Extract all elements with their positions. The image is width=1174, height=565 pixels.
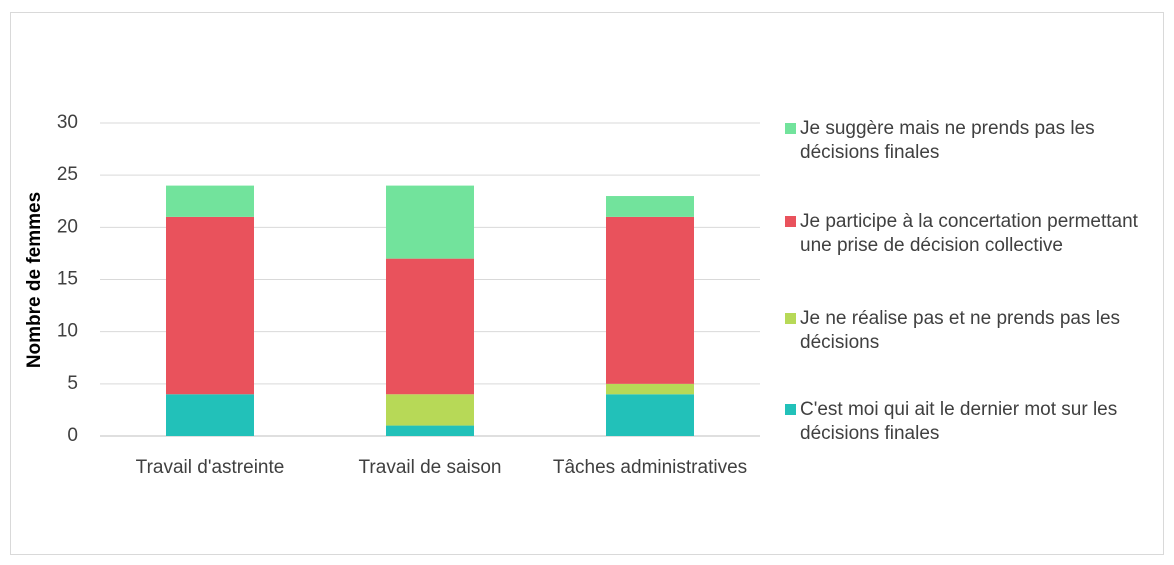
bar-segment — [386, 258, 474, 395]
bar-segment — [606, 216, 694, 384]
legend-item: C'est moi qui ait le dernier mot sur les… — [785, 398, 1155, 446]
bar-segment — [606, 394, 694, 436]
y-axis-label: Nombre de femmes — [24, 192, 45, 368]
y-tick-label: 15 — [57, 269, 78, 290]
legend-label: C'est moi qui ait le dernier mot sur les… — [800, 399, 1118, 444]
bar-segment — [386, 185, 474, 259]
x-tick-label: Travail d'astreinte — [135, 457, 285, 478]
legend-item: Je participe à la concertation permettan… — [785, 210, 1155, 258]
bar-segment — [606, 196, 694, 217]
bar-segment — [606, 383, 694, 395]
legend-swatch — [785, 313, 796, 324]
legend-item: Je suggère mais ne prends pas les décisi… — [785, 117, 1155, 165]
y-tick-label: 25 — [57, 164, 78, 185]
chart-frame — [10, 12, 1164, 555]
legend-label: Je participe à la concertation permettan… — [800, 211, 1138, 256]
bar-segment — [166, 185, 254, 217]
y-tick-label: 10 — [57, 321, 78, 342]
y-tick-label: 5 — [67, 373, 78, 394]
bar-segment — [166, 216, 254, 395]
bar-segment — [386, 425, 474, 436]
y-tick-label: 0 — [67, 425, 78, 446]
legend-swatch — [785, 404, 796, 415]
x-tick-label: Tâches administratives — [552, 457, 748, 478]
x-tick-label: Travail de saison — [358, 457, 502, 478]
legend-label: Je suggère mais ne prends pas les décisi… — [800, 118, 1095, 163]
y-tick-label: 30 — [57, 112, 78, 133]
legend-swatch — [785, 216, 796, 227]
bar-segment — [386, 394, 474, 426]
y-tick-label: 20 — [57, 216, 78, 237]
legend-item: Je ne réalise pas et ne prends pas les d… — [785, 307, 1155, 355]
bar-segment — [166, 394, 254, 436]
legend-swatch — [785, 123, 796, 134]
legend-label: Je ne réalise pas et ne prends pas les d… — [800, 308, 1121, 353]
